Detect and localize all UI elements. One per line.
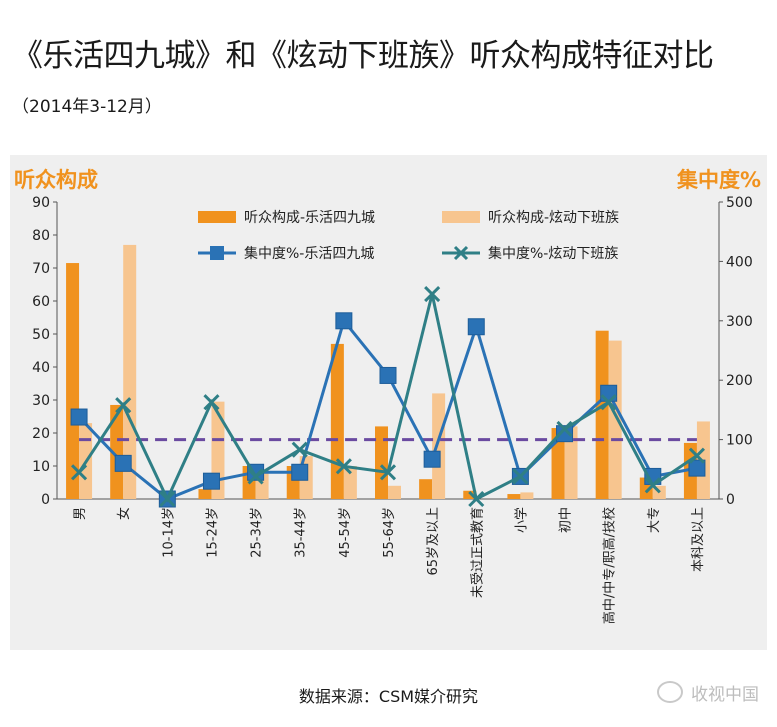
- marker-square: [600, 384, 618, 402]
- marker-x: [424, 286, 441, 303]
- y-tick-label: 10: [32, 459, 50, 475]
- marker-x: [556, 420, 573, 437]
- legend-label: 听众构成-乐活四九城: [244, 210, 375, 226]
- x-tick-label: 45-54岁: [338, 507, 353, 558]
- legend-marker-square: [210, 246, 224, 260]
- y-tick-label: 60: [32, 294, 50, 310]
- legend-swatch-bar: [198, 211, 236, 223]
- y-tick-label: 30: [32, 393, 50, 409]
- marker-square: [291, 463, 309, 481]
- bar-2: [123, 244, 137, 499]
- left-axis-title: 听众构成: [14, 168, 98, 192]
- bar-2: [564, 426, 578, 499]
- bar-1: [330, 343, 344, 499]
- bar-1: [595, 330, 609, 499]
- x-tick-label: 15-24岁: [205, 507, 220, 558]
- marker-square: [556, 425, 574, 443]
- legend-label: 集中度%-炫动下班族: [488, 245, 618, 262]
- legend-swatch-bar: [442, 211, 480, 223]
- x-tick-label: 65岁及以上: [426, 507, 441, 576]
- y-tick-label: 40: [32, 360, 50, 376]
- marker-square: [202, 472, 220, 490]
- legend-label: 听众构成-炫动下班族: [488, 210, 619, 226]
- y-tick-label: 90: [32, 195, 50, 211]
- page-subtitle: （2014年3-12月）: [12, 97, 162, 117]
- y2-tick-label: 400: [726, 254, 753, 270]
- x-tick-label: 大专: [647, 507, 662, 533]
- marker-square: [335, 312, 353, 330]
- x-tick-label: 35-44岁: [294, 507, 309, 558]
- page-title: 《乐活四九城》和《炫动下班族》听众构成特征对比: [12, 38, 714, 74]
- x-tick-label: 小学: [513, 507, 529, 533]
- marker-x: [247, 468, 264, 485]
- x-tick-label: 未受过正式教育: [469, 507, 485, 598]
- marker-x: [379, 464, 397, 481]
- legend-label: 集中度%-乐活四九城: [244, 245, 374, 262]
- x-tick-label: 男: [73, 507, 88, 520]
- x-tick-label: 55-64岁: [382, 507, 397, 558]
- x-tick-label: 25-34岁: [250, 507, 265, 558]
- x-tick-label: 初中: [559, 507, 574, 533]
- marker-x: [468, 490, 485, 508]
- bar-2: [520, 492, 534, 499]
- marker-x: [600, 394, 617, 411]
- bar-2: [343, 466, 357, 499]
- bar-1: [66, 263, 80, 499]
- bar-1: [375, 426, 388, 499]
- marker-x: [115, 397, 132, 414]
- x-tick-label: 女: [116, 507, 132, 520]
- bar-1: [551, 428, 565, 499]
- y2-tick-label: 300: [726, 314, 753, 330]
- y-tick-label: 20: [32, 426, 50, 442]
- x-tick-label: 本科及以上: [691, 507, 706, 572]
- marker-x: [644, 477, 661, 494]
- marker-square: [423, 450, 441, 468]
- marker-square: [467, 318, 485, 336]
- brand-watermark: 收视中国: [657, 680, 759, 705]
- chart-panel: 听众构成 集中度% 0 10 20 30 40 50 60 70 80 90 0 100 200 300 400…: [10, 155, 767, 650]
- y-tick-label: 50: [32, 327, 50, 343]
- marker-x: [203, 394, 220, 411]
- y-tick-label: 80: [32, 228, 50, 244]
- marker-x: [512, 468, 529, 485]
- bar-1: [507, 494, 521, 499]
- bar-1: [463, 490, 477, 499]
- y2-tick-label: 500: [726, 195, 753, 211]
- marker-x: [159, 490, 176, 508]
- y2-tick-label: 200: [726, 373, 753, 389]
- wechat-icon: [657, 681, 683, 703]
- x-tick-label: 高中/中专/职高/技校: [602, 507, 618, 624]
- y2-tick-label: 0: [726, 492, 735, 508]
- data-source: 数据来源：CSM媒介研究: [298, 687, 479, 706]
- bar-1: [419, 479, 433, 499]
- marker-x: [291, 441, 308, 458]
- right-axis-title: 集中度%: [676, 168, 761, 192]
- brand-label: 收视中国: [691, 685, 759, 705]
- marker-x: [335, 458, 352, 475]
- marker-square: [114, 454, 132, 472]
- bar-1: [110, 404, 124, 499]
- legend-marker-x: [453, 245, 469, 261]
- marker-square: [70, 408, 88, 426]
- bar-2: [388, 485, 401, 499]
- marker-x: [71, 464, 88, 481]
- y-tick-label: 70: [32, 261, 50, 277]
- bar-1: [198, 489, 212, 499]
- y-tick-label: 0: [41, 492, 50, 508]
- bar-2: [432, 393, 446, 499]
- y2-tick-label: 100: [726, 433, 753, 449]
- marker-square: [688, 459, 706, 477]
- chart: 听众构成 集中度% 0 10 20 30 40 50 60 70 80 90 0 100 200 300 400…: [14, 168, 761, 624]
- marker-square: [379, 366, 397, 384]
- bar-2: [608, 340, 622, 499]
- marker-x: [688, 447, 705, 464]
- x-tick-label: 10-14岁: [161, 507, 176, 558]
